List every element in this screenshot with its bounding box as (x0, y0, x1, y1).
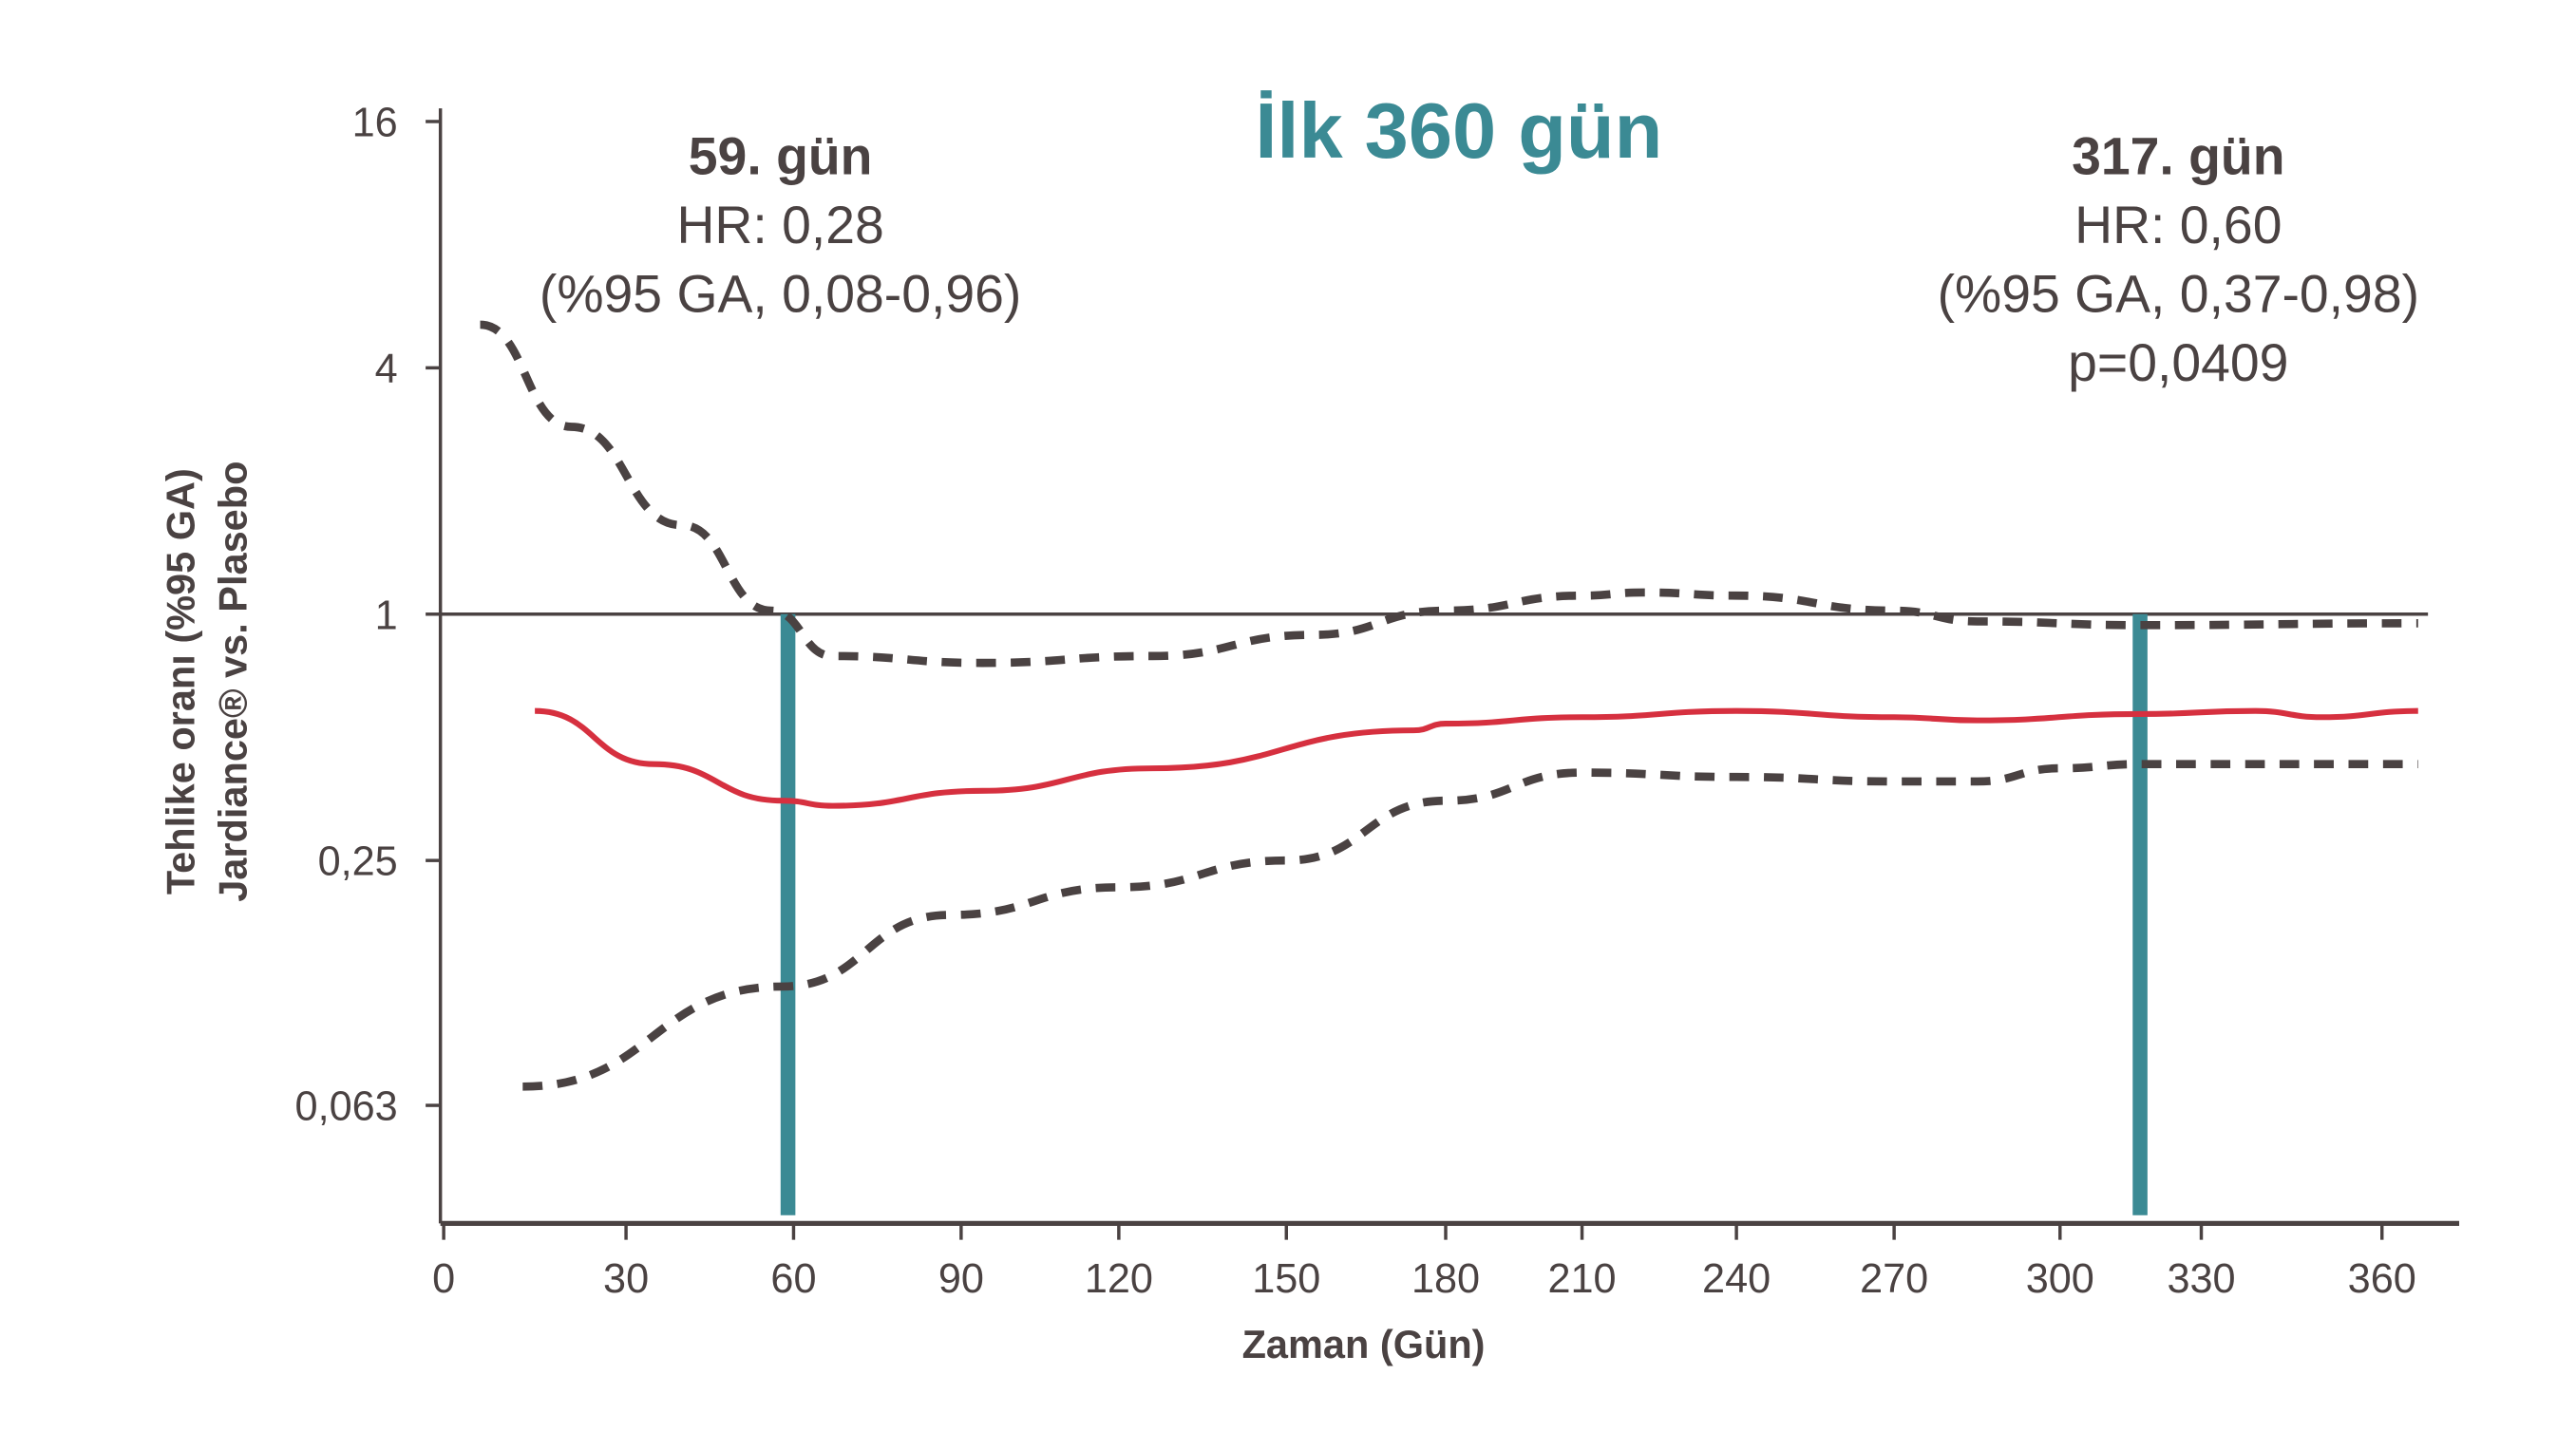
x-tick-label: 180 (1411, 1256, 1480, 1302)
x-tick-label: 30 (603, 1256, 649, 1302)
x-tick-label: 90 (938, 1256, 984, 1302)
y-tick-label: 1 (375, 593, 398, 638)
annotation-day-59-line-3: (%95 GA, 0,08-0,96) (540, 265, 1021, 324)
y-axis-title-line1: Tehlike oranı (%95 GA) (158, 468, 202, 894)
x-tick-label: 60 (770, 1256, 816, 1302)
y-tick-label: 0,063 (295, 1084, 398, 1130)
x-tick-label: 240 (1702, 1256, 1771, 1302)
y-tick-label: 0,25 (318, 839, 398, 885)
axes (438, 108, 2460, 1226)
annotation-day-59-line-1: 59. gün (689, 126, 873, 185)
annotation-day-317-line-1: 317. gün (2072, 126, 2284, 185)
x-axis-title: Zaman (Gün) (1242, 1322, 1486, 1366)
hazard-ratio-line (535, 707, 2418, 809)
x-tick-label: 330 (2167, 1256, 2235, 1302)
x-tick-label: 150 (1252, 1256, 1320, 1302)
x-tick-label: 210 (1547, 1256, 1616, 1302)
lower-ci-line (522, 760, 2418, 1091)
y-tick-label: 16 (352, 101, 398, 146)
upper-ci-line (479, 320, 2418, 668)
annotation-day-317-line-2: HR: 0,60 (2074, 196, 2282, 254)
chart-title: İlk 360 gün (1255, 86, 1662, 175)
annotation-day-59-line-2: HR: 0,28 (676, 196, 883, 254)
annotation-day-317-line-3: (%95 GA, 0,37-0,98) (1938, 265, 2419, 324)
x-tick-label: 0 (432, 1256, 455, 1302)
annotation-day-317-line-4: p=0,0409 (2068, 333, 2288, 392)
x-tick-label: 300 (2026, 1256, 2094, 1302)
x-tick-label: 360 (2348, 1256, 2416, 1302)
x-tick-label: 270 (1860, 1256, 1928, 1302)
y-axis-title-line2: Jardiance® vs. Plasebo (211, 461, 256, 902)
y-tick-label: 4 (375, 347, 398, 392)
x-tick-label: 120 (1085, 1256, 1153, 1302)
